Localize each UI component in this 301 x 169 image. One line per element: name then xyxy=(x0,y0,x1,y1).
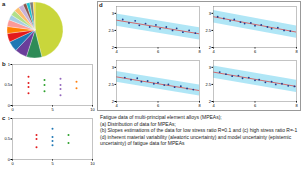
svg-text:0: 0 xyxy=(11,107,14,112)
html-text:d: d xyxy=(99,2,103,8)
html-text:(a) Distribution of data for M: (a) Distribution of data for MPEAs; xyxy=(100,120,176,127)
svg-text:0.5: 0.5 xyxy=(4,82,10,87)
svg-text:2: 2 xyxy=(209,45,212,50)
svg-text:8: 8 xyxy=(198,49,201,54)
svg-text:0: 0 xyxy=(11,161,14,166)
svg-text:3: 3 xyxy=(112,65,115,70)
svg-text:6: 6 xyxy=(254,103,257,108)
svg-text:2.5: 2.5 xyxy=(205,82,211,87)
svg-text:4: 4 xyxy=(212,49,215,54)
svg-text:10: 10 xyxy=(90,161,95,166)
html-text:b: b xyxy=(2,61,6,67)
svg-text:2.5: 2.5 xyxy=(108,28,114,33)
svg-text:5: 5 xyxy=(51,161,54,166)
svg-text:1: 1 xyxy=(8,62,11,67)
svg-text:3: 3 xyxy=(209,65,212,70)
html-text:a: a xyxy=(2,1,6,7)
svg-text:4: 4 xyxy=(115,49,118,54)
html-text:(b) Slopes estimations of the: (b) Slopes estimations of the data for l… xyxy=(100,127,298,134)
svg-text:2.5: 2.5 xyxy=(205,28,211,33)
svg-text:8: 8 xyxy=(198,103,201,108)
svg-text:3: 3 xyxy=(209,11,212,16)
html-text:c: c xyxy=(2,115,6,121)
html-text:(d) inherent material variabil: (d) inherent material variability (aleat… xyxy=(100,133,292,147)
svg-text:0: 0 xyxy=(8,103,11,108)
svg-text:5: 5 xyxy=(51,107,54,112)
svg-text:2: 2 xyxy=(209,99,212,104)
svg-text:1: 1 xyxy=(8,116,11,121)
svg-text:4: 4 xyxy=(115,103,118,108)
svg-text:6: 6 xyxy=(254,49,257,54)
svg-text:8: 8 xyxy=(295,103,298,108)
svg-text:2.5: 2.5 xyxy=(108,82,114,87)
svg-text:0.5: 0.5 xyxy=(4,136,10,141)
html-text:Fatigue data of multi-principa: Fatigue data of multi-principal element … xyxy=(100,114,222,120)
svg-text:10: 10 xyxy=(90,107,95,112)
svg-text:6: 6 xyxy=(157,103,160,108)
svg-text:6: 6 xyxy=(157,49,160,54)
svg-text:8: 8 xyxy=(295,49,298,54)
svg-text:0: 0 xyxy=(8,157,11,162)
svg-text:3: 3 xyxy=(112,11,115,16)
svg-text:4: 4 xyxy=(212,103,215,108)
svg-text:2: 2 xyxy=(112,45,115,50)
svg-text:2: 2 xyxy=(112,99,115,104)
